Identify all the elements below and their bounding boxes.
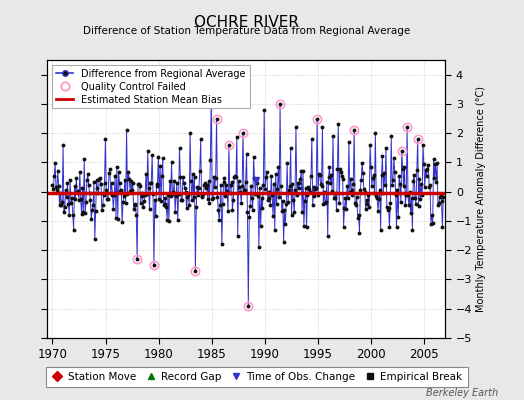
Text: Berkeley Earth: Berkeley Earth xyxy=(425,388,498,398)
Y-axis label: Monthly Temperature Anomaly Difference (°C): Monthly Temperature Anomaly Difference (… xyxy=(476,86,486,312)
Legend: Difference from Regional Average, Quality Control Failed, Estimated Station Mean: Difference from Regional Average, Qualit… xyxy=(52,65,249,108)
Legend: Station Move, Record Gap, Time of Obs. Change, Empirical Break: Station Move, Record Gap, Time of Obs. C… xyxy=(46,367,468,387)
Text: OCHRE RIVER: OCHRE RIVER xyxy=(194,15,299,30)
Text: Difference of Station Temperature Data from Regional Average: Difference of Station Temperature Data f… xyxy=(83,26,410,36)
